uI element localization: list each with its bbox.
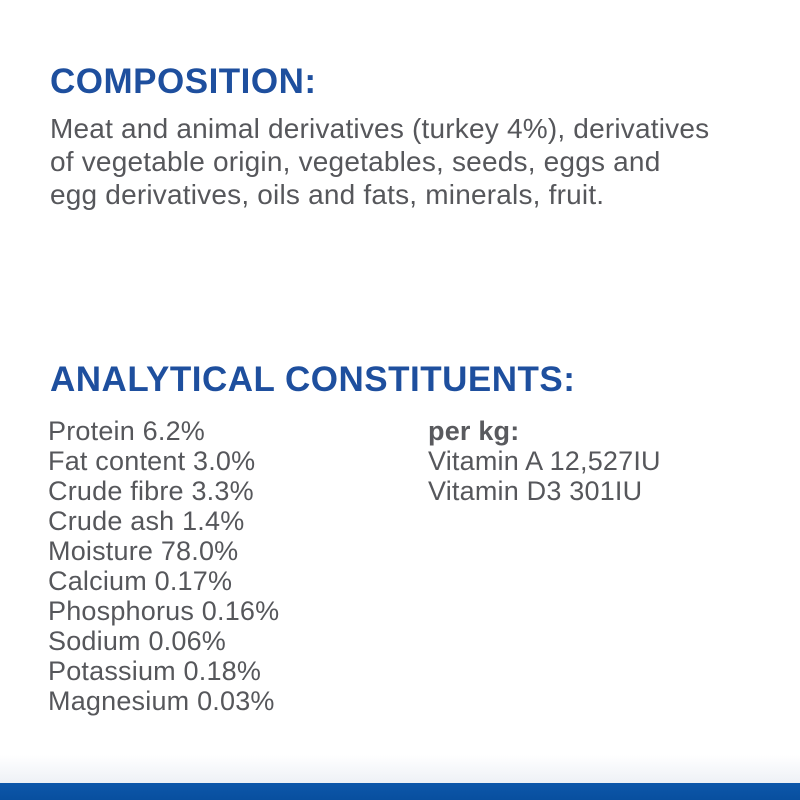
constituent-item: Crude fibre 3.3% [48, 476, 254, 506]
composition-body: Meat and animal derivatives (turkey 4%),… [50, 113, 710, 210]
constituent-item: Moisture 78.0% [48, 536, 239, 566]
constituent-item: Calcium 0.17% [48, 566, 233, 596]
constituent-item: Fat content 3.0% [48, 446, 256, 476]
per-kg-list: Vitamin A 12,527IU Vitamin D3 301IU [428, 446, 661, 506]
vitamin-item: Vitamin D3 301IU [428, 476, 643, 506]
analytical-heading: ANALYTICAL CONSTITUENTS: [50, 360, 576, 399]
constituent-item: Phosphorus 0.16% [48, 596, 280, 626]
analytical-constituents-list: Protein 6.2% Fat content 3.0% Crude fibre … [48, 416, 279, 716]
constituent-item: Potassium 0.18% [48, 656, 262, 686]
composition-heading: COMPOSITION: [50, 62, 317, 101]
constituent-item: Sodium 0.06% [48, 626, 227, 656]
constituent-item: Crude ash 1.4% [48, 506, 245, 536]
vitamin-item: Vitamin A 12,527IU [428, 446, 661, 476]
bottom-blue-bar [0, 783, 800, 800]
per-kg-block: per kg: Vitamin A 12,527IU Vitamin D3 301… [428, 416, 661, 506]
constituent-item: Protein 6.2% [48, 416, 205, 446]
per-kg-label: per kg: [428, 416, 520, 446]
bottom-fade [0, 755, 800, 783]
constituent-item: Magnesium 0.03% [48, 686, 275, 716]
